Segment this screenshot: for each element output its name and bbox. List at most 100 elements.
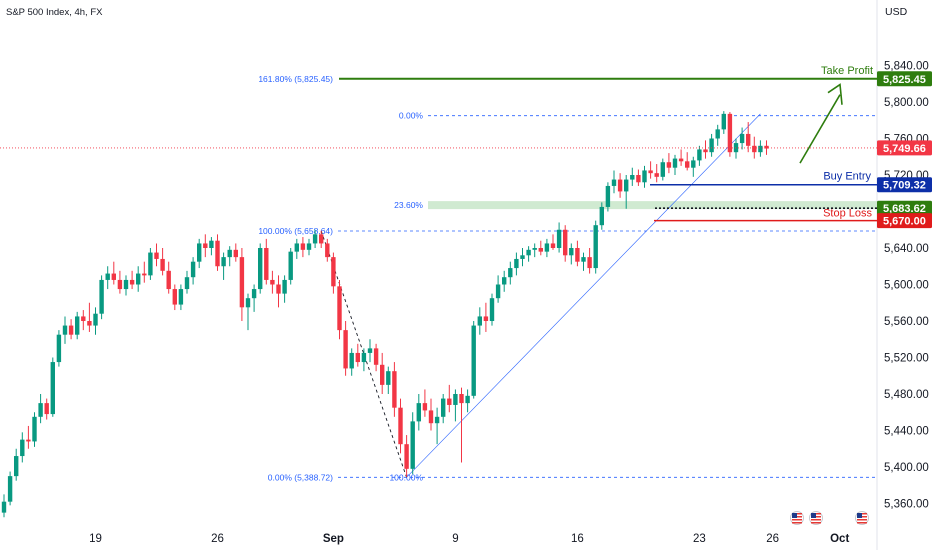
x-tick-label: Sep <box>323 533 344 545</box>
candle-body <box>434 416 440 424</box>
x-tick-label: 23 <box>693 533 706 545</box>
flag-canton <box>857 513 862 518</box>
candle-body <box>44 403 49 415</box>
time-axis[interactable]: 19 26 Sep 9 16 23 26 Oct <box>89 533 849 545</box>
candle-body <box>239 257 245 308</box>
candle-body <box>575 248 580 262</box>
x-tick-label: 9 <box>452 533 458 545</box>
candle-body <box>209 240 214 248</box>
candle-body <box>154 252 159 259</box>
candle-body <box>300 243 306 250</box>
candle-body <box>569 248 574 256</box>
stop-loss-price-badge: 5,670.00 <box>883 216 926 228</box>
candle-body <box>416 403 421 422</box>
candle-body <box>172 289 177 305</box>
flag-canton <box>811 513 816 518</box>
candle-body <box>691 160 696 168</box>
candle-body <box>617 179 623 192</box>
y-tick-label: 5,360.00 <box>884 499 929 511</box>
candle-body <box>105 273 110 280</box>
buy-entry-price-badge-bg <box>877 177 932 193</box>
candle-body <box>14 456 19 477</box>
candle-body <box>624 179 629 192</box>
candle-body <box>550 243 556 248</box>
candle-body <box>654 173 659 177</box>
candle-body <box>648 170 653 174</box>
candle-body <box>331 257 336 287</box>
candle-body <box>404 444 409 469</box>
candle-body <box>245 298 251 308</box>
candle-body <box>87 321 92 326</box>
candle-body <box>477 316 482 326</box>
candle-body <box>410 421 415 469</box>
candle-body <box>75 316 80 335</box>
candle-body <box>678 158 684 162</box>
pivot-price-badge-bg <box>877 200 932 216</box>
candle-body <box>721 113 726 130</box>
y-tick-label: 5,840.00 <box>884 61 929 73</box>
us-flag-icon[interactable] <box>809 511 823 525</box>
candle-body <box>752 145 757 153</box>
candle-body <box>422 403 428 411</box>
flag-stripe <box>857 522 867 524</box>
candle-body <box>270 279 275 285</box>
candle-body <box>739 133 745 144</box>
candle-body <box>136 273 141 285</box>
candle-body <box>264 248 269 280</box>
x-tick-label: 16 <box>571 533 584 545</box>
candle-body <box>630 175 635 180</box>
candle-body <box>20 439 25 457</box>
candle-body <box>489 298 495 321</box>
candle-body <box>166 270 171 290</box>
candle-body <box>26 439 31 442</box>
take-profit-price-badge: 5,825.45 <box>883 74 926 86</box>
candle-body <box>355 352 360 363</box>
candle-body <box>62 325 68 335</box>
candle-body <box>508 268 513 278</box>
x-tick-label: 19 <box>89 533 102 545</box>
candle-body <box>532 248 537 250</box>
candle-body <box>398 407 403 445</box>
take-profit-price-badge-bg <box>877 71 932 87</box>
candle-body <box>471 325 476 396</box>
us-flag-icon[interactable] <box>790 511 804 525</box>
candle-body <box>123 279 129 290</box>
candle-body <box>258 248 263 290</box>
candle-body <box>50 362 55 415</box>
candle-body <box>666 162 672 168</box>
candle-body <box>343 330 348 369</box>
candle-body <box>380 364 385 385</box>
candle-body <box>605 185 611 207</box>
candle-body <box>727 113 733 153</box>
candle-body <box>227 249 232 258</box>
candle-body <box>642 170 647 183</box>
y-tick-label: 5,440.00 <box>884 426 929 438</box>
candle-body <box>325 243 330 258</box>
us-flag-icon[interactable] <box>855 511 869 525</box>
candle-body <box>703 149 708 153</box>
fibonacci-tools: 161.80% (5,825.45) 0.00% 23.60% 100.00% (5,… <box>258 74 877 482</box>
candle-body <box>459 394 464 404</box>
candle-body <box>538 248 543 252</box>
candle-body <box>203 243 208 248</box>
candle-body <box>636 175 641 183</box>
candle-body <box>282 279 287 294</box>
event-flags <box>790 511 869 525</box>
candle-body <box>441 398 446 417</box>
last-price-badge-bg <box>877 140 932 156</box>
candle-body <box>288 251 293 280</box>
y-tick-label: 5,600.00 <box>884 280 929 292</box>
candle-body <box>117 279 123 290</box>
projection-arrow-line <box>799 94 841 164</box>
candle-body <box>111 273 116 280</box>
candle-body <box>746 133 751 146</box>
candle-body <box>251 289 257 299</box>
candle-body <box>276 284 281 294</box>
candle-body <box>697 149 702 161</box>
flag-canton <box>792 513 797 518</box>
price-axis[interactable]: 5,840.005,800.005,760.005,720.005,680.00… <box>877 61 932 511</box>
candle-body <box>142 273 147 276</box>
candle-body <box>709 138 714 153</box>
candle-body <box>233 249 238 258</box>
